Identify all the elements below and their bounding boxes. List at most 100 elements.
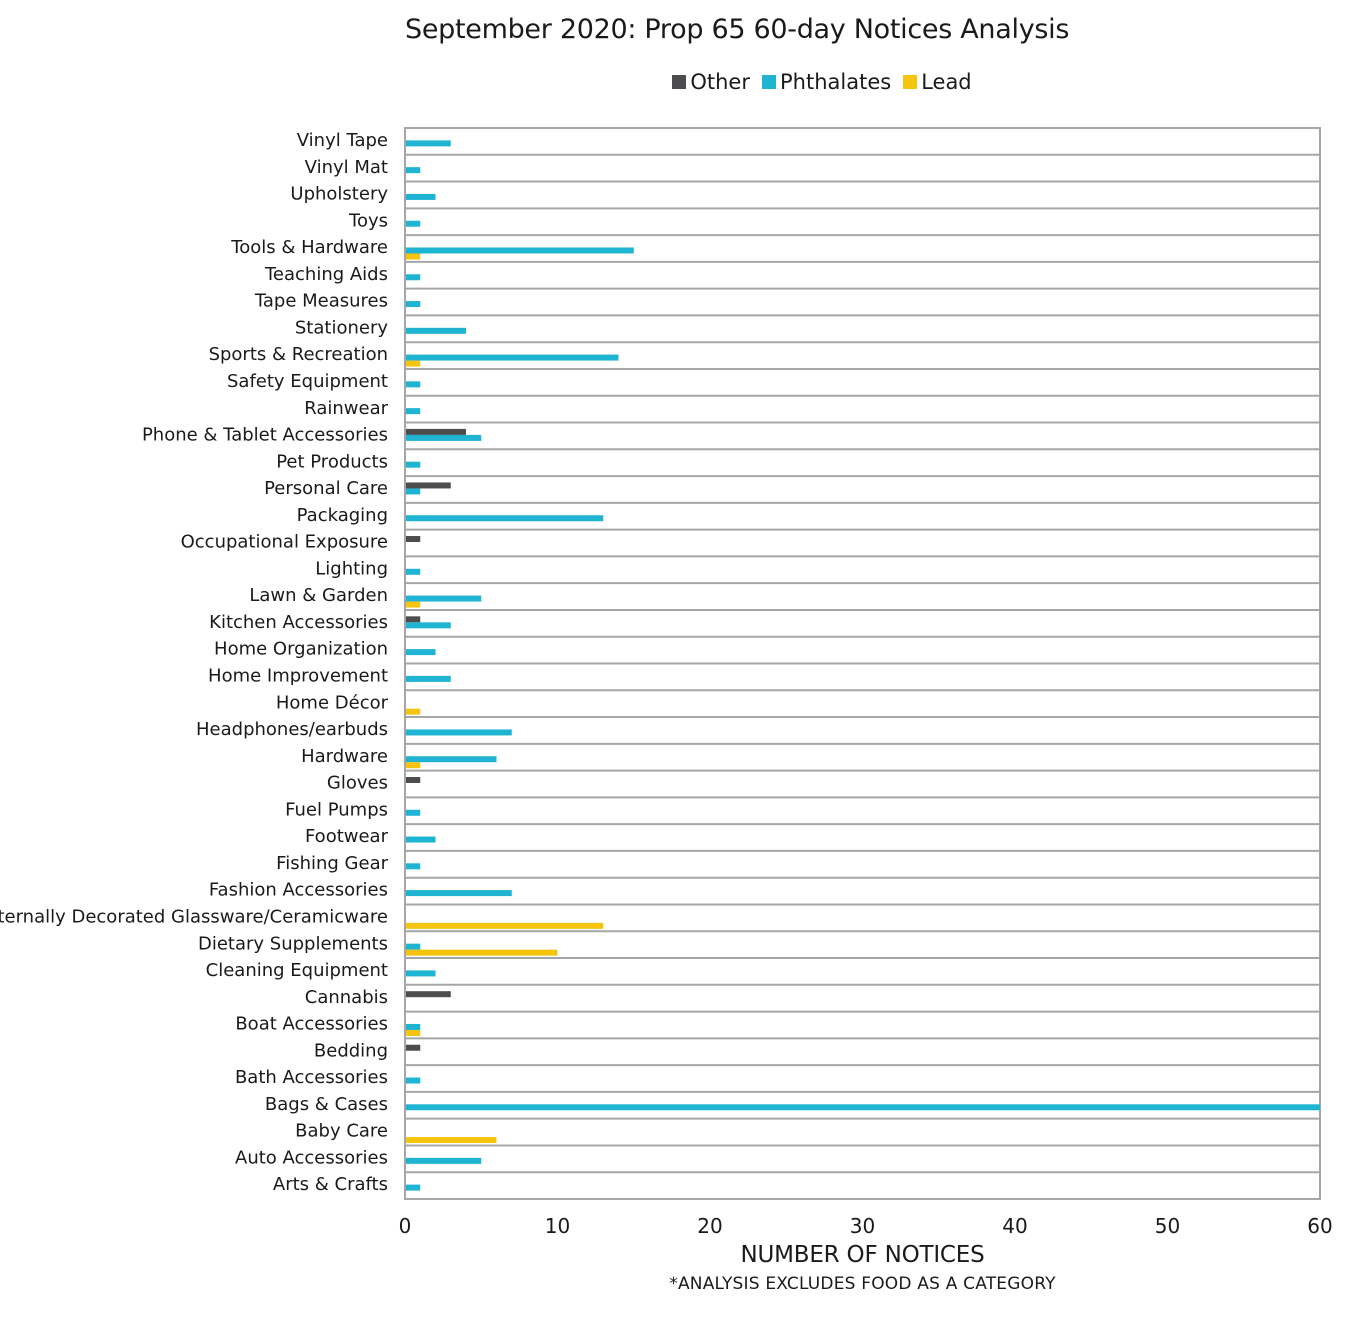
bar-phthalates-cleaning-equipment xyxy=(406,970,436,977)
category-label-fishing-gear: Fishing Gear xyxy=(276,853,388,874)
category-label-home-improvement: Home Improvement xyxy=(208,666,388,687)
bar-phthalates-phone-tablet-accessories xyxy=(406,434,482,441)
bar-phthalates-lawn-garden xyxy=(406,595,482,602)
bar-phthalates-headphones-earbuds xyxy=(406,729,512,736)
category-label-cannabis: Cannabis xyxy=(305,987,388,1008)
bar-phthalates-sports-recreation xyxy=(406,354,619,361)
category-label-pet-products: Pet Products xyxy=(276,451,388,472)
category-label-tools-hardware: Tools & Hardware xyxy=(230,237,388,258)
bar-other-bedding xyxy=(406,1044,421,1051)
bar-phthalates-home-improvement xyxy=(406,675,451,682)
bar-lead-lawn-garden xyxy=(406,601,421,608)
bar-phthalates-fashion-accessories xyxy=(406,890,512,897)
legend-item-lead: Lead xyxy=(903,70,972,94)
category-label-lighting: Lighting xyxy=(315,558,388,579)
category-label-safety-equipment: Safety Equipment xyxy=(227,371,388,392)
legend-item-other: Other xyxy=(672,70,750,94)
bar-phthalates-bath-accessories xyxy=(406,1077,421,1084)
category-label-phone-tablet-accessories: Phone & Tablet Accessories xyxy=(142,425,388,446)
x-tick-label-60: 60 xyxy=(1307,1214,1332,1238)
x-axis-title: NUMBER OF NOTICES xyxy=(740,1242,985,1268)
bar-phthalates-toys xyxy=(406,220,421,227)
bar-phthalates-safety-equipment xyxy=(406,381,421,388)
x-tick-label-30: 30 xyxy=(850,1214,875,1238)
category-label-home-organization: Home Organization xyxy=(214,639,388,660)
bar-phthalates-stationery xyxy=(406,327,466,334)
category-label-hardware: Hardware xyxy=(301,746,388,767)
category-label-auto-accessories: Auto Accessories xyxy=(235,1147,388,1168)
bar-lead-home-d-cor xyxy=(406,708,421,715)
bar-lead-sports-recreation xyxy=(406,360,421,367)
category-label-rainwear: Rainwear xyxy=(304,398,388,419)
category-label-kitchen-accessories: Kitchen Accessories xyxy=(209,612,388,633)
legend-swatch-phthalates xyxy=(762,75,776,89)
bar-phthalates-fishing-gear xyxy=(406,863,421,870)
category-label-cleaning-equipment: Cleaning Equipment xyxy=(206,960,388,981)
bar-phthalates-home-organization xyxy=(406,649,436,656)
bar-phthalates-tools-hardware xyxy=(406,247,634,254)
category-label-stationery: Stationery xyxy=(295,317,388,338)
bar-lead-tools-hardware xyxy=(406,253,421,260)
category-label-externally-decorated-glassware-ceramicware: Externally Decorated Glassware/Ceramicwa… xyxy=(0,906,388,927)
category-label-headphones-earbuds: Headphones/earbuds xyxy=(196,719,388,740)
category-label-upholstery: Upholstery xyxy=(290,184,388,205)
legend-label-lead: Lead xyxy=(921,70,972,94)
category-label-bath-accessories: Bath Accessories xyxy=(235,1067,388,1088)
bar-lead-baby-care xyxy=(406,1137,497,1144)
category-label-fuel-pumps: Fuel Pumps xyxy=(285,799,388,820)
legend-item-phthalates: Phthalates xyxy=(762,70,891,94)
legend-swatch-lead xyxy=(903,75,918,89)
category-label-occupational-exposure: Occupational Exposure xyxy=(181,532,388,553)
bar-other-personal-care xyxy=(406,482,451,489)
x-tick-label-50: 50 xyxy=(1155,1214,1180,1238)
bar-phthalates-rainwear xyxy=(406,408,421,415)
bar-phthalates-boat-accessories xyxy=(406,1023,421,1030)
bar-lead-externally-decorated-glassware-ceramicware xyxy=(406,922,604,929)
bar-phthalates-fuel-pumps xyxy=(406,809,421,816)
bar-other-cannabis xyxy=(406,991,451,998)
bar-phthalates-kitchen-accessories xyxy=(406,622,451,629)
category-label-fashion-accessories: Fashion Accessories xyxy=(209,880,388,901)
bar-phthalates-teaching-aids xyxy=(406,274,421,281)
category-label-boat-accessories: Boat Accessories xyxy=(235,1014,388,1035)
category-label-footwear: Footwear xyxy=(305,826,389,847)
bar-phthalates-footwear xyxy=(406,836,436,843)
bar-phthalates-arts-crafts xyxy=(406,1184,421,1191)
bar-phthalates-tape-measures xyxy=(406,301,421,308)
bar-phthalates-pet-products xyxy=(406,461,421,468)
bar-phthalates-hardware xyxy=(406,756,497,763)
category-label-tape-measures: Tape Measures xyxy=(254,291,388,312)
bar-other-gloves xyxy=(406,776,421,783)
category-label-arts-crafts: Arts & Crafts xyxy=(273,1174,388,1195)
bar-lead-hardware xyxy=(406,762,421,769)
category-label-bags-cases: Bags & Cases xyxy=(265,1094,388,1115)
bar-other-kitchen-accessories xyxy=(406,616,421,623)
category-label-home-d-cor: Home Décor xyxy=(276,692,389,713)
legend: Other Phthalates Lead xyxy=(0,70,1356,94)
category-label-personal-care: Personal Care xyxy=(264,478,388,499)
bar-phthalates-lighting xyxy=(406,568,421,575)
category-label-gloves: Gloves xyxy=(327,773,388,794)
category-label-sports-recreation: Sports & Recreation xyxy=(209,344,388,365)
category-label-vinyl-mat: Vinyl Mat xyxy=(305,157,388,178)
legend-swatch-other xyxy=(672,75,687,89)
bar-phthalates-packaging xyxy=(406,515,604,522)
bar-phthalates-vinyl-mat xyxy=(406,167,421,174)
chart-title: September 2020: Prop 65 60-day Notices A… xyxy=(405,14,1070,45)
category-label-lawn-garden: Lawn & Garden xyxy=(249,585,388,606)
x-tick-label-40: 40 xyxy=(1002,1214,1027,1238)
bar-lead-boat-accessories xyxy=(406,1029,421,1036)
bar-phthalates-bags-cases xyxy=(406,1104,1320,1111)
x-tick-label-0: 0 xyxy=(399,1214,412,1238)
category-label-bedding: Bedding xyxy=(314,1040,388,1061)
legend-label-other: Other xyxy=(690,70,750,94)
bar-phthalates-auto-accessories xyxy=(406,1157,482,1164)
bar-phthalates-vinyl-tape xyxy=(406,140,451,147)
category-label-vinyl-tape: Vinyl Tape xyxy=(297,130,388,151)
bar-phthalates-upholstery xyxy=(406,193,436,200)
chart-footnote: *ANALYSIS EXCLUDES FOOD AS A CATEGORY xyxy=(669,1274,1056,1294)
category-label-packaging: Packaging xyxy=(297,505,388,526)
x-tick-label-10: 10 xyxy=(545,1214,570,1238)
bar-other-phone-tablet-accessories xyxy=(406,428,466,435)
category-label-teaching-aids: Teaching Aids xyxy=(264,264,388,285)
